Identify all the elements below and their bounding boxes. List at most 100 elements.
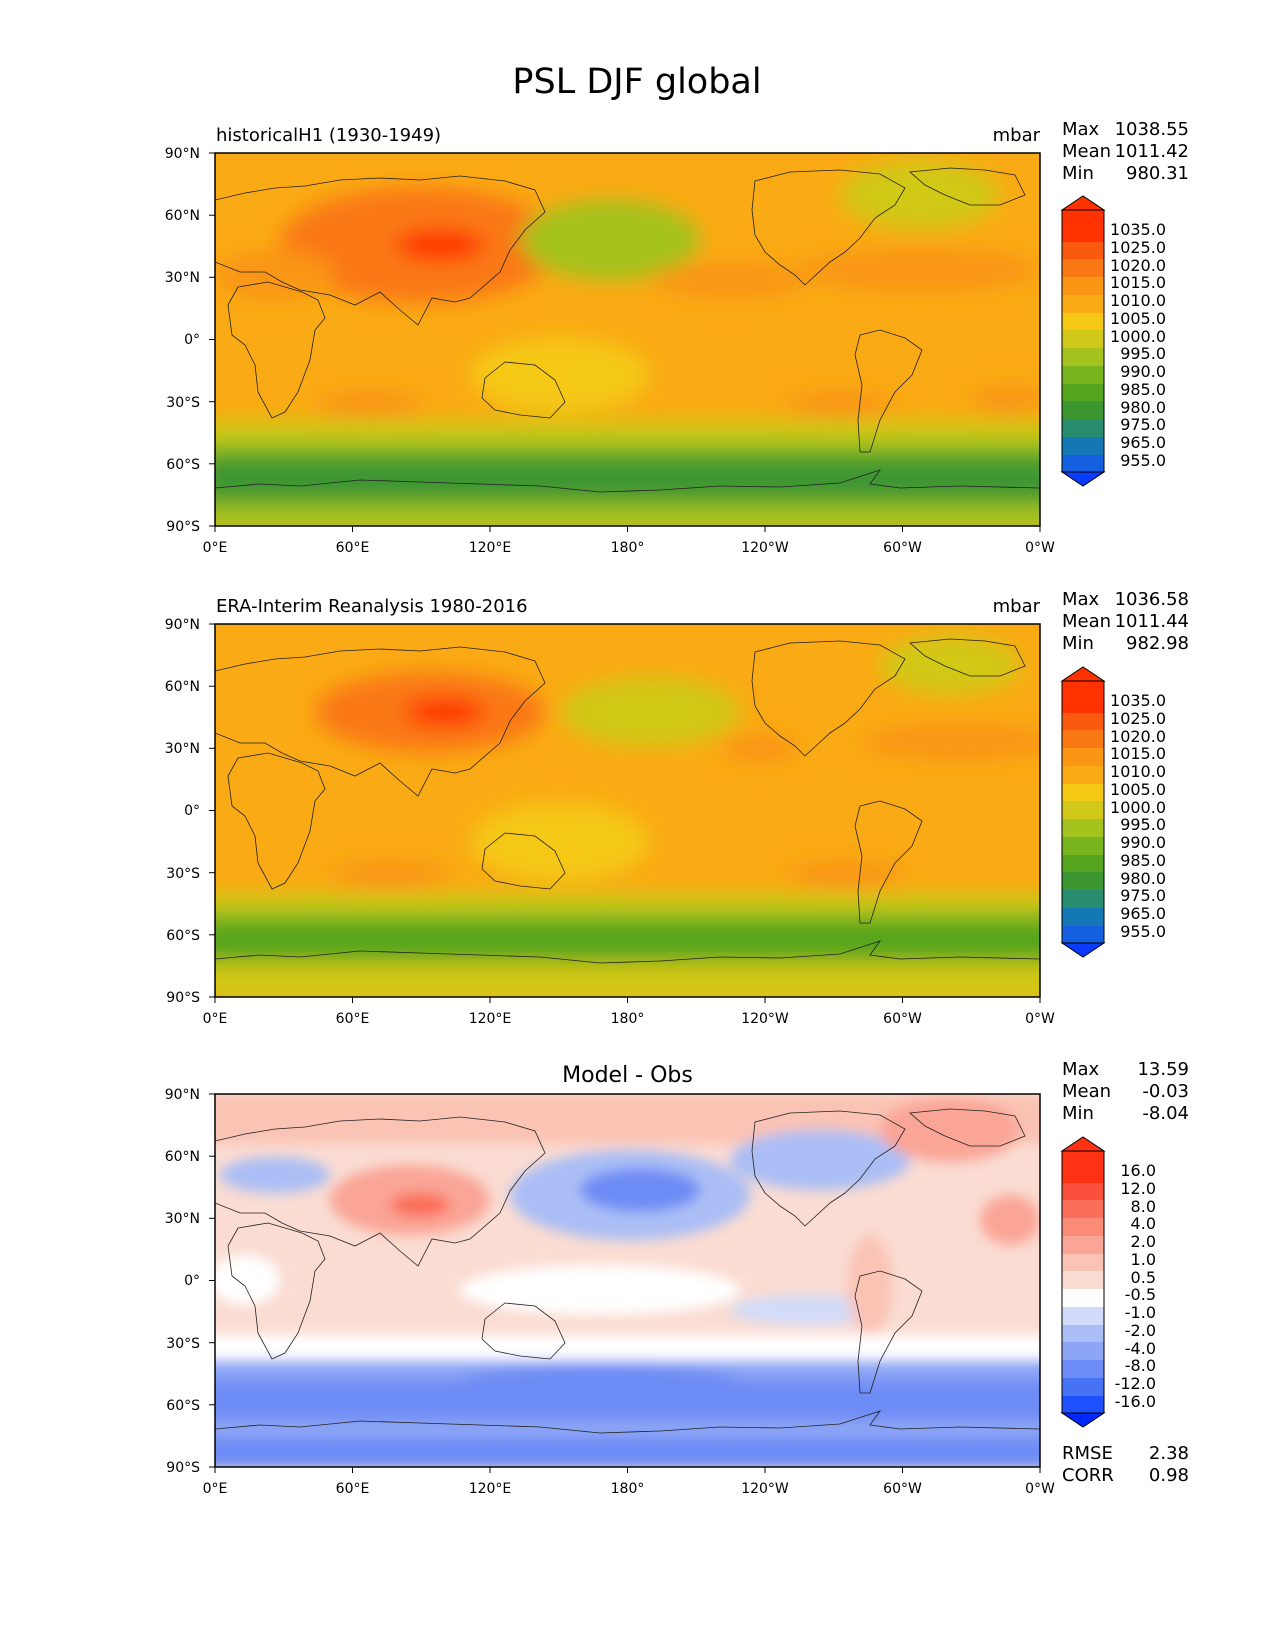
cb-tick: 1010.0 — [1110, 762, 1166, 781]
cb-tick: -1.0 — [1125, 1303, 1156, 1322]
figure-title: PSL DJF global — [512, 62, 761, 102]
cb-segment — [1062, 766, 1104, 784]
stat-value: -0.03 — [1142, 1081, 1189, 1102]
cb-segment — [1062, 713, 1104, 730]
ytick-label: 60°S — [166, 928, 200, 944]
cb-segment — [1062, 259, 1104, 277]
cb-tick: 975.0 — [1120, 886, 1166, 905]
field-blob — [785, 861, 905, 889]
yticks — [209, 623, 215, 998]
cb-segment — [1062, 366, 1104, 384]
xtick-label: 180° — [611, 1011, 645, 1027]
ytick-label: 0° — [184, 332, 200, 348]
cb-tick: 1005.0 — [1110, 309, 1166, 328]
cb-tick: 1015.0 — [1110, 744, 1166, 763]
field-blob — [520, 200, 700, 280]
stat-value: 0.98 — [1149, 1465, 1189, 1486]
ytick-label: 60°S — [166, 457, 200, 473]
field-blob — [848, 1235, 892, 1335]
field-blob — [980, 1195, 1040, 1245]
cb-segment — [1062, 1236, 1104, 1254]
colorbar: 955.0 965.0 975.0 980.0 985.0 990.0 995.… — [1060, 666, 1166, 958]
ytick-label: 0° — [184, 803, 200, 819]
ytick-label: 90°S — [166, 990, 200, 1006]
cb-tick: 995.0 — [1120, 344, 1166, 363]
cb-segment — [1062, 926, 1104, 943]
cb-segment — [1062, 1378, 1104, 1396]
cb-ticks: -16.0 -12.0 -8.0 -4.0 -2.0 -1.0 -0.5 0.5… — [1115, 1161, 1156, 1411]
cb-frame — [1061, 680, 1105, 944]
cb-max-extend — [1060, 1136, 1106, 1152]
field-band — [215, 457, 1040, 505]
cb-tick: 985.0 — [1120, 380, 1166, 399]
cb-tick: 1020.0 — [1110, 256, 1166, 275]
xtick-labels: 0°E 60°E 120°E 180° 120°W 60°W 0°W — [203, 1011, 1055, 1027]
cb-tick: 995.0 — [1120, 815, 1166, 834]
ytick-labels: 90°N 60°N 30°N 0° 30°S 60°S 90°S — [165, 1087, 200, 1476]
field-blob — [840, 160, 1000, 230]
stats: Max 1038.55 Mean 1011.42 Min 980.31 — [1062, 119, 1189, 184]
field-blobs — [215, 160, 1040, 526]
cb-tick: 1000.0 — [1110, 798, 1166, 817]
cb-tick: 990.0 — [1120, 362, 1166, 381]
cb-tick: 975.0 — [1120, 415, 1166, 434]
cb-segment — [1062, 401, 1104, 419]
panel-center-title: Model - Obs — [562, 1063, 693, 1088]
field-blob — [560, 677, 740, 747]
cb-tick: 1010.0 — [1110, 291, 1166, 310]
cb-segment — [1062, 437, 1104, 455]
stat-label: Max — [1062, 1059, 1100, 1080]
cb-segment — [1062, 837, 1104, 855]
cb-tick: 1025.0 — [1110, 709, 1166, 728]
field-blob — [730, 1130, 910, 1190]
field-band — [215, 438, 1040, 450]
cb-segment — [1062, 1360, 1104, 1378]
cb-tick: 4.0 — [1131, 1214, 1156, 1233]
panel-reference: ERA-Interim Reanalysis 1980-2016 mbar — [165, 589, 1189, 1027]
field-blob — [315, 391, 425, 419]
cb-segment — [1062, 1307, 1104, 1325]
cb-tick: 1.0 — [1131, 1250, 1156, 1269]
cb-tick: 2.0 — [1131, 1232, 1156, 1251]
field-blobs — [215, 635, 1040, 997]
cb-tick: -16.0 — [1115, 1392, 1156, 1411]
cb-tick: 955.0 — [1120, 922, 1166, 941]
stat-value: -8.04 — [1142, 1103, 1189, 1124]
cb-max-extend — [1060, 666, 1106, 682]
field-band — [215, 1335, 1040, 1360]
stat-value: 1036.58 — [1115, 589, 1189, 610]
xtick-label: 120°E — [469, 540, 512, 556]
stat-label: Mean — [1062, 611, 1111, 632]
cb-segment — [1062, 801, 1104, 819]
ytick-label: 30°S — [166, 866, 200, 882]
field-blob — [470, 337, 650, 413]
field-blob — [395, 230, 485, 260]
cb-tick: -8.0 — [1125, 1356, 1156, 1375]
cb-ticks: 955.0 965.0 975.0 980.0 985.0 990.0 995.… — [1110, 691, 1166, 941]
xticks — [214, 526, 1041, 532]
xtick-label: 60°W — [883, 540, 922, 556]
xtick-label: 60°W — [883, 1011, 922, 1027]
xtick-label: 0°W — [1025, 1481, 1055, 1497]
colorbar: 955.0 965.0 975.0 980.0 985.0 990.0 995.… — [1060, 195, 1166, 487]
cb-segment — [1062, 419, 1104, 437]
xticks — [214, 1467, 1041, 1473]
stat-label: Max — [1062, 589, 1100, 610]
cb-tick: 8.0 — [1131, 1197, 1156, 1216]
cb-segment — [1062, 1271, 1104, 1289]
xtick-label: 60°E — [336, 1011, 370, 1027]
stat-label: Min — [1062, 163, 1094, 184]
cb-tick: 965.0 — [1120, 904, 1166, 923]
stat-label: Mean — [1062, 141, 1111, 162]
field-band — [215, 1438, 1040, 1467]
axes-frame: 0°E 60°E 120°E 180° 120°W 60°W 0°W 90°N … — [165, 1087, 1055, 1497]
field-blobs — [215, 1094, 1040, 1467]
cb-tick: 16.0 — [1120, 1161, 1156, 1180]
ytick-label: 60°S — [166, 1398, 200, 1414]
panel-left-title: ERA-Interim Reanalysis 1980-2016 — [216, 596, 528, 617]
panel-left-title: historicalH1 (1930-1949) — [216, 125, 441, 146]
cb-tick: -12.0 — [1115, 1374, 1156, 1393]
cb-tick: -2.0 — [1125, 1321, 1156, 1340]
xtick-labels: 0°E 60°E 120°E 180° 120°W 60°W 0°W — [203, 540, 1055, 556]
coastlines — [215, 638, 1040, 964]
